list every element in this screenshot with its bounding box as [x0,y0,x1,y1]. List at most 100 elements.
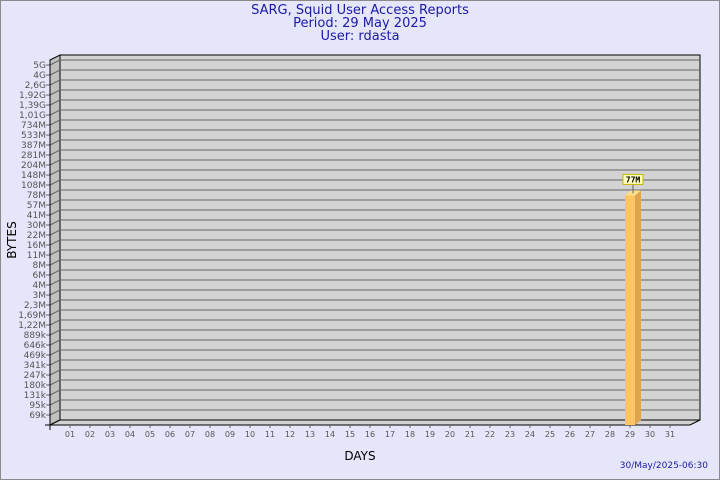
y-axis-label: BYTES [5,221,19,258]
y-tick-diagonal [49,399,61,406]
y-tick-diagonal [49,229,61,236]
plot-back-wall [59,54,701,421]
bar [625,195,635,425]
y-tick-label: 131k [24,391,47,401]
x-tick-label: 10 [245,430,255,439]
y-tick-label: 734M [21,121,46,131]
x-tick-label: 21 [465,430,475,439]
y-tick-diagonal [49,269,61,276]
x-tick-label: 17 [385,430,395,439]
y-tick-diagonal [49,69,61,76]
x-tick-label: 18 [405,430,415,439]
y-tick-label: 57M [27,201,46,211]
y-tick-label: 180k [24,381,47,391]
x-tick-label: 04 [125,430,135,439]
x-tick-label: 08 [205,430,215,439]
y-tick-label: 1,39G [19,101,46,111]
y-tick-label: 533M [21,131,46,141]
y-tick-label: 469k [24,351,47,361]
y-tick-diagonal [49,319,61,326]
y-tick-diagonal [49,259,61,266]
y-tick-diagonal [49,199,61,206]
x-tick-label: 14 [325,430,335,439]
y-tick-diagonal [49,389,61,396]
y-tick-diagonal [49,89,61,96]
y-tick-diagonal [49,189,61,196]
y-tick-label: 1,22M [18,321,46,331]
x-tick-label: 27 [585,430,595,439]
y-tick-label: 5G [33,61,46,71]
y-tick-label: 646k [24,341,47,351]
x-tick-label: 31 [665,430,675,439]
x-tick-label: 24 [525,430,535,439]
bar-side [635,190,641,425]
y-tick-diagonal [49,169,61,176]
y-tick-diagonal [49,79,61,86]
y-tick-label: 2,6G [25,81,46,91]
y-tick-label: 1,01G [19,111,46,121]
y-tick-label: 41M [27,211,46,221]
y-tick-diagonal [49,219,61,226]
generated-timestamp: 30/May/2025-06:30 [619,461,708,471]
x-tick-label: 23 [505,430,515,439]
x-axis-label: DAYS [344,449,375,463]
y-tick-label: 889k [24,331,47,341]
y-tick-label: 8M [33,261,47,271]
y-tick-diagonal [49,179,61,186]
y-tick-diagonal [49,359,61,366]
y-tick-label: 6M [33,271,47,281]
x-tick-label: 29 [625,430,635,439]
y-tick-diagonal [49,349,61,356]
y-tick-label: 22M [27,231,46,241]
chart-user: User: rdasta [320,29,400,44]
x-tick-label: 15 [345,430,355,439]
y-tick-diagonal [49,149,61,156]
y-tick-diagonal [49,139,61,146]
y-tick-label: 11M [27,251,46,261]
x-tick-label: 25 [545,430,555,439]
y-tick-diagonal [49,109,61,116]
y-tick-diagonal [49,289,61,296]
y-tick-diagonal [49,209,61,216]
y-tick-label: 247k [24,371,47,381]
y-tick-diagonal [49,329,61,336]
y-tick-label: 2,3M [24,301,46,311]
y-tick-diagonal [49,279,61,286]
x-tick-label: 13 [305,430,315,439]
x-tick-label: 22 [485,430,495,439]
plot-floor [49,419,701,426]
y-tick-diagonal [49,59,61,66]
y-tick-label: 387M [21,141,46,151]
x-tick-label: 06 [165,430,175,439]
y-tick-label: 4G [33,71,46,81]
x-tick-label: 19 [425,430,435,439]
y-tick-diagonal [49,409,61,416]
x-tick-label: 30 [645,430,655,439]
y-tick-label: 148M [21,171,46,181]
y-tick-label: 1,92G [19,91,46,101]
x-tick-label: 16 [365,430,375,439]
chart-title: SARG, Squid User Access Reports [251,3,469,18]
y-tick-label: 78M [27,191,46,201]
y-tick-diagonal [49,249,61,256]
y-tick-label: 341k [24,361,47,371]
y-tick-label: 16M [27,241,46,251]
y-tick-label: 4M [33,281,47,291]
x-tick-label: 12 [285,430,295,439]
x-tick-label: 09 [225,430,235,439]
y-tick-label: 1,69M [18,311,46,321]
y-tick-label: 281M [21,151,46,161]
y-tick-diagonal [49,369,61,376]
x-tick-label: 03 [105,430,115,439]
y-tick-diagonal [49,339,61,346]
data-label-box [622,173,644,185]
y-tick-label: 108M [21,181,46,191]
y-tick-label: 69k [29,411,46,421]
x-tick-label: 05 [145,430,155,439]
y-tick-diagonal [49,379,61,386]
y-tick-label: 95k [29,401,46,411]
x-tick-label: 01 [65,430,75,439]
x-tick-label: 20 [445,430,455,439]
y-tick-diagonal [49,309,61,316]
